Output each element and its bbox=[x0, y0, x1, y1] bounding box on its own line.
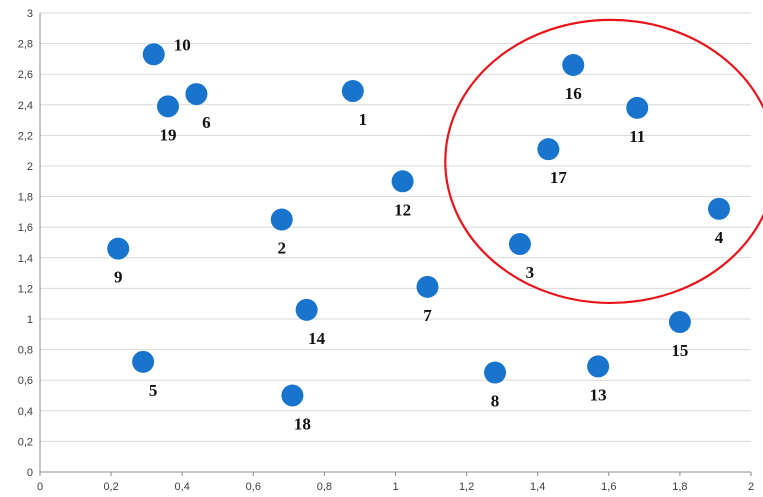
highlight-region bbox=[444, 18, 763, 304]
data-point-19 bbox=[156, 95, 179, 118]
data-point-12 bbox=[391, 170, 414, 193]
point-label-19: 19 bbox=[159, 125, 176, 144]
point-label-16: 16 bbox=[565, 84, 582, 103]
point-label-2: 2 bbox=[277, 239, 286, 258]
point-label-3: 3 bbox=[526, 263, 535, 282]
y-tick-label: 2 bbox=[27, 161, 33, 173]
point-label-15: 15 bbox=[671, 341, 688, 360]
point-label-6: 6 bbox=[202, 113, 211, 132]
point-label-9: 9 bbox=[114, 268, 123, 287]
tick-labels: 0 0,2 0,4 0,6 0,8 1 1,2 1,4 1,6 1,8 2 2,2 2,4 2,6 2,8 3… bbox=[18, 8, 754, 493]
highlight-ellipse bbox=[444, 18, 763, 304]
y-tick-label: 0,2 bbox=[18, 436, 33, 448]
data-point-11 bbox=[626, 96, 649, 119]
y-tick-label: 2,4 bbox=[18, 100, 33, 112]
point-label-13: 13 bbox=[590, 385, 607, 404]
data-point-10 bbox=[142, 43, 165, 66]
data-point-18 bbox=[281, 384, 304, 407]
data-point-1 bbox=[341, 80, 364, 103]
point-label-18: 18 bbox=[294, 415, 311, 434]
point-label-11: 11 bbox=[629, 127, 645, 146]
x-tick-label: 1 bbox=[392, 481, 398, 493]
y-tick-label: 0 bbox=[27, 467, 33, 479]
x-tick-label: 0,6 bbox=[246, 481, 261, 493]
data-point-13 bbox=[587, 355, 610, 378]
axes bbox=[39, 13, 752, 476]
x-tick-label: 1,6 bbox=[601, 481, 616, 493]
y-tick-label: 1,6 bbox=[18, 222, 33, 234]
data-point-7 bbox=[416, 275, 439, 298]
x-tick-label: 2 bbox=[748, 481, 754, 493]
y-tick-label: 0,6 bbox=[18, 375, 33, 387]
point-label-7: 7 bbox=[423, 306, 432, 325]
y-tick-label: 1,8 bbox=[18, 192, 33, 204]
x-tick-label: 1,8 bbox=[672, 481, 687, 493]
point-label-14: 14 bbox=[308, 329, 326, 348]
point-label-8: 8 bbox=[491, 392, 500, 411]
point-label-12: 12 bbox=[394, 200, 411, 219]
y-tick-label: 1 bbox=[27, 314, 33, 326]
point-label-17: 17 bbox=[550, 168, 568, 187]
data-point-4 bbox=[708, 197, 731, 220]
x-tick-label: 1,4 bbox=[530, 481, 545, 493]
data-point-6 bbox=[185, 83, 208, 106]
y-tick-label: 2,6 bbox=[18, 69, 33, 81]
y-tick-label: 0,8 bbox=[18, 345, 33, 357]
y-tick-label: 1,2 bbox=[18, 283, 33, 295]
point-label-10: 10 bbox=[174, 35, 191, 54]
data-point-8 bbox=[484, 361, 507, 384]
point-label-1: 1 bbox=[359, 110, 368, 129]
data-point-17 bbox=[537, 138, 560, 161]
x-tick-label: 0,4 bbox=[175, 481, 190, 493]
data-points bbox=[107, 43, 731, 407]
data-point-16 bbox=[562, 54, 585, 77]
y-tick-label: 1,4 bbox=[18, 253, 33, 265]
x-tick-label: 0 bbox=[37, 481, 43, 493]
data-point-14 bbox=[295, 298, 318, 321]
data-point-2 bbox=[270, 208, 293, 231]
y-tick-label: 2,2 bbox=[18, 130, 33, 142]
gridlines bbox=[40, 12, 751, 442]
point-label-5: 5 bbox=[149, 381, 158, 400]
y-tick-label: 0,4 bbox=[18, 406, 33, 418]
data-point-15 bbox=[668, 311, 691, 334]
data-point-3 bbox=[508, 233, 531, 256]
x-tick-label: 0,2 bbox=[103, 481, 118, 493]
x-tick-label: 1,2 bbox=[459, 481, 474, 493]
y-tick-label: 2,8 bbox=[18, 39, 33, 51]
point-label-4: 4 bbox=[715, 228, 724, 247]
data-point-5 bbox=[132, 350, 155, 373]
data-point-9 bbox=[107, 237, 130, 260]
y-tick-label: 3 bbox=[27, 8, 33, 20]
x-tick-label: 0,8 bbox=[317, 481, 332, 493]
